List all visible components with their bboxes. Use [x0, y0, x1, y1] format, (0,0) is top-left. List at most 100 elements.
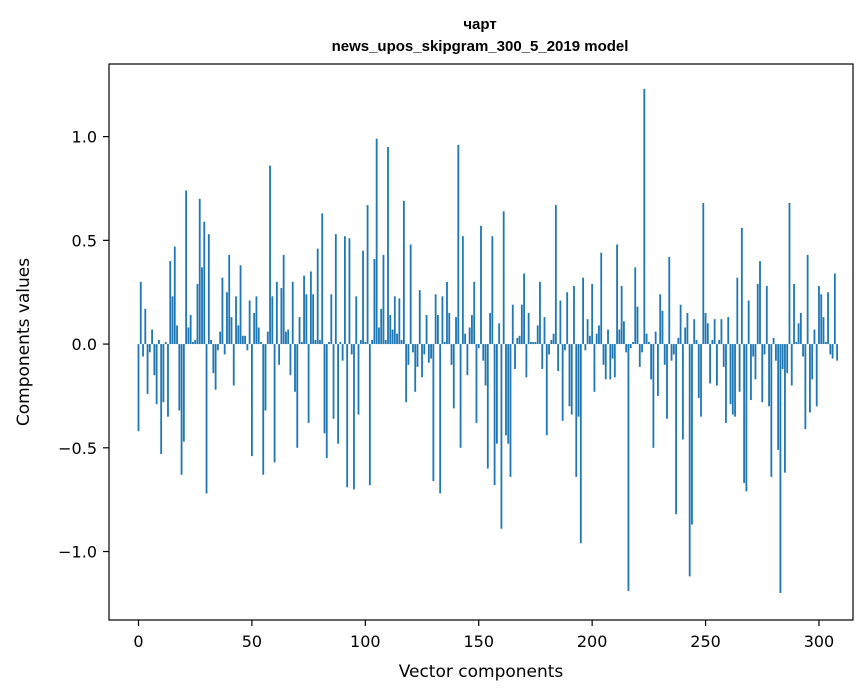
- bar-42: [232, 344, 235, 386]
- bar-131: [434, 294, 437, 345]
- bar-81: [321, 213, 324, 345]
- bar-225: [647, 342, 650, 345]
- bar-113: [393, 296, 396, 345]
- bar-221: [638, 344, 641, 367]
- bar-237: [675, 344, 677, 515]
- bar-153: [484, 344, 487, 386]
- bar-25: [194, 339, 197, 345]
- bar-138: [450, 344, 453, 365]
- bar-123: [416, 344, 419, 367]
- bar-263: [734, 344, 736, 417]
- bar-191: [570, 344, 573, 415]
- bar-106: [378, 327, 380, 345]
- bar-303: [824, 342, 827, 345]
- bar-22: [187, 327, 190, 345]
- bar-278: [768, 344, 770, 407]
- bar-0: [137, 344, 140, 432]
- bar-99: [362, 250, 364, 345]
- bar-133: [439, 344, 442, 494]
- bar-124: [418, 290, 421, 345]
- bar-308: [836, 344, 839, 361]
- bar-282: [777, 344, 780, 450]
- bar-101: [366, 205, 369, 345]
- bar-116: [400, 339, 403, 345]
- bar-192: [573, 285, 575, 345]
- bar-129: [430, 344, 432, 359]
- y-axis-label: Components values: [14, 258, 34, 426]
- bar-231: [661, 310, 664, 345]
- x-tick-label: 100: [350, 632, 381, 651]
- bar-200: [591, 283, 594, 345]
- bar-206: [604, 344, 607, 380]
- bar-58: [269, 165, 271, 345]
- bar-77: [312, 294, 315, 345]
- bar-35: [216, 344, 219, 351]
- bar-219: [634, 267, 637, 345]
- y-tick-label: −1.0: [58, 543, 97, 562]
- bar-80: [319, 339, 321, 345]
- bar-211: [616, 244, 618, 345]
- bar-6: [151, 329, 153, 345]
- bar-273: [756, 283, 759, 345]
- bar-294: [804, 344, 807, 430]
- bar-216: [627, 344, 630, 591]
- bar-220: [636, 306, 639, 345]
- bar-182: [550, 339, 553, 345]
- bar-62: [278, 344, 281, 365]
- bar-286: [786, 344, 789, 374]
- bar-179: [543, 317, 546, 345]
- bar-210: [613, 344, 616, 378]
- bar-102: [368, 344, 371, 486]
- bar-222: [641, 344, 643, 353]
- bar-103: [371, 339, 374, 345]
- y-tick-label: −0.5: [58, 439, 97, 458]
- bar-204: [600, 252, 603, 345]
- bar-64: [282, 254, 285, 345]
- bar-118: [405, 344, 408, 403]
- bar-70: [296, 344, 299, 448]
- y-tick-label: 0.5: [72, 231, 97, 250]
- bar-269: [747, 300, 750, 345]
- bar-157: [493, 344, 496, 486]
- bar-140: [455, 317, 457, 345]
- bar-254: [713, 319, 716, 345]
- bar-43: [235, 296, 237, 345]
- bar-93: [348, 238, 351, 345]
- bar-104: [373, 259, 376, 345]
- bar-18: [178, 344, 181, 411]
- bar-114: [396, 333, 398, 345]
- bar-74: [305, 294, 308, 345]
- bar-28: [201, 267, 203, 345]
- bar-209: [611, 344, 614, 359]
- bar-65: [285, 331, 287, 345]
- bar-120: [409, 244, 412, 345]
- bar-233: [666, 344, 668, 419]
- bar-244: [691, 344, 693, 525]
- bar-72: [300, 342, 303, 345]
- bar-297: [811, 344, 814, 380]
- bar-49: [248, 300, 251, 345]
- bar-144: [464, 333, 467, 345]
- bar-175: [534, 342, 537, 345]
- bar-232: [663, 344, 666, 365]
- bar-59: [271, 296, 274, 345]
- x-tick-label: 50: [242, 632, 262, 651]
- bar-267: [743, 344, 746, 484]
- bar-158: [495, 344, 498, 444]
- bar-19: [180, 344, 183, 475]
- bar-275: [761, 344, 764, 403]
- bar-130: [432, 344, 435, 481]
- bar-236: [672, 344, 675, 355]
- bar-54: [260, 342, 262, 345]
- bar-14: [169, 261, 172, 345]
- bar-197: [584, 344, 587, 351]
- bar-257: [720, 319, 723, 345]
- bar-21: [185, 190, 188, 345]
- bar-289: [793, 283, 795, 345]
- bar-187: [561, 344, 564, 421]
- bar-39: [226, 292, 228, 345]
- bars-group: [137, 88, 839, 594]
- bar-205: [602, 344, 605, 365]
- bar-30: [205, 344, 208, 494]
- bar-44: [237, 325, 240, 345]
